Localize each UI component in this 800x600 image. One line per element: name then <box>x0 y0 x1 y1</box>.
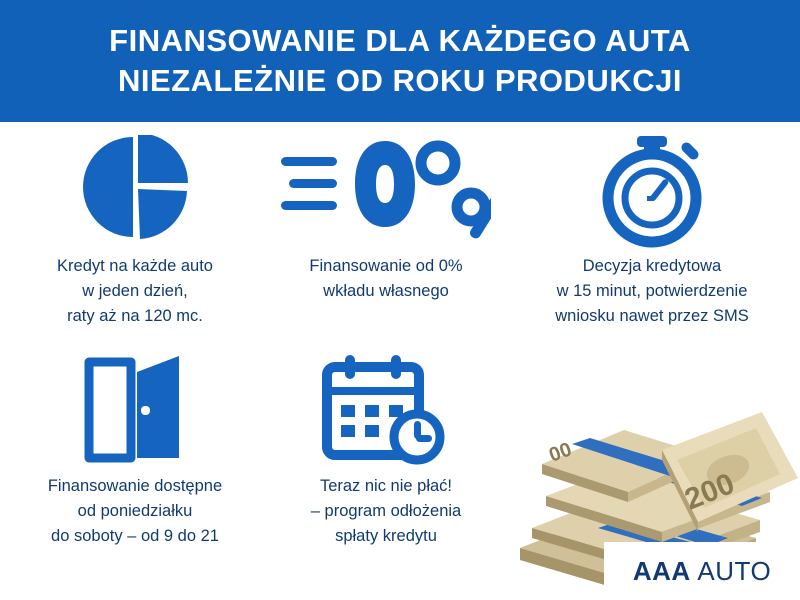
feature-item-zero-percent: Finansowanie od 0% wkładu własnego <box>268 130 504 304</box>
feature-caption: Teraz nic nie płać! – program odłożenia … <box>310 477 462 545</box>
logo-text: AAA AUTO <box>633 556 771 587</box>
feature-caption: Finansowanie dostępne od poniedziałku do… <box>47 477 223 545</box>
header-line-1: FINANSOWANIE DLA KAŻDEGO AUTA <box>109 23 691 58</box>
feature-item-credit: Kredyt na każde auto w jeden dzień, raty… <box>10 130 260 329</box>
logo-bold-part: AAA <box>632 555 690 586</box>
feature-caption: Finansowanie od 0% wkładu własnego <box>309 257 463 300</box>
header-line-2: NIEZALEŻNIE OD ROKU PRODUKCJI <box>118 63 682 98</box>
zero-percent-icon <box>281 130 491 250</box>
open-door-icon <box>75 350 195 470</box>
feature-item-decision-time: Decyzja kredytowa w 15 minut, potwierdze… <box>512 130 792 329</box>
feature-caption: Decyzja kredytowa w 15 minut, potwierdze… <box>555 257 749 325</box>
feature-caption: Kredyt na każde auto w jeden dzień, raty… <box>57 257 213 325</box>
aaa-auto-logo: AAA AUTO <box>604 542 800 600</box>
banknote-stacks-photo: 200 00 200 <box>512 352 800 600</box>
pie-chart-icon <box>70 130 200 250</box>
feature-item-deferred-payment: Teraz nic nie płać! – program odłożenia … <box>268 350 504 549</box>
features-grid: Kredyt na każde auto w jeden dzień, raty… <box>0 122 800 600</box>
logo-light-part: AUTO <box>697 555 772 586</box>
banner-header: FINANSOWANIE DLA KAŻDEGO AUTA NIEZALEŻNI… <box>0 0 800 122</box>
calendar-clock-icon <box>319 350 454 470</box>
feature-item-opening-hours: Finansowanie dostępne od poniedziałku do… <box>10 350 260 549</box>
stopwatch-icon <box>587 130 717 250</box>
